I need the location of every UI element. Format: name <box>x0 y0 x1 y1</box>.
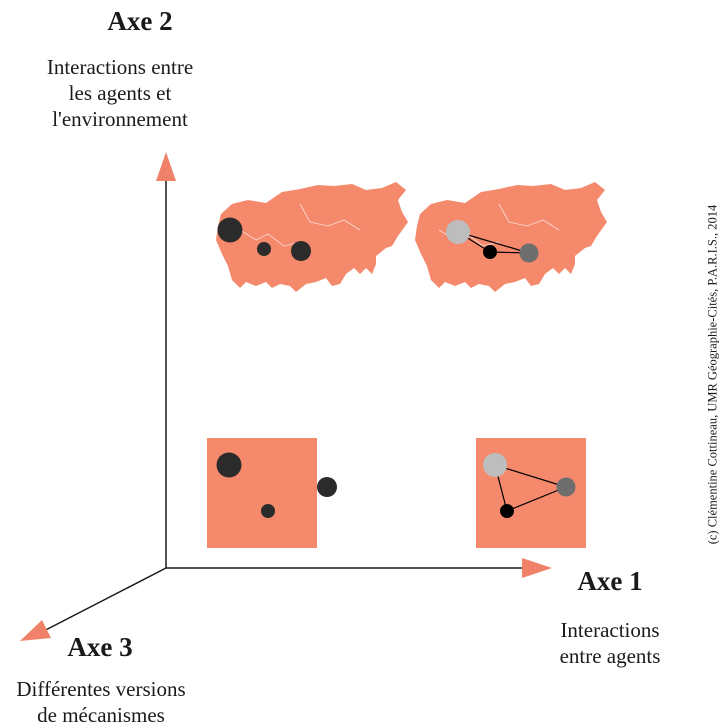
axis-2-description-line: l'environnement <box>52 107 188 131</box>
agent-small-black <box>500 504 514 518</box>
agent-small-dark <box>257 242 271 256</box>
interaction-link <box>506 486 567 512</box>
axis-1-title: Axe 1 <box>577 566 643 596</box>
agent-large-dark <box>216 452 242 478</box>
agent-small-black <box>483 245 497 259</box>
axis-2-description-line: les agents et <box>68 81 172 105</box>
agent-large-light <box>446 220 470 244</box>
axis-3-description-line: Différentes versions <box>16 677 186 701</box>
map-border-line <box>299 203 361 231</box>
axis-1-arrowhead <box>522 558 552 578</box>
agent-large-light <box>483 453 507 477</box>
axis-2-description: Interactions entre les agents et l'envir… <box>0 54 240 132</box>
axis-1-description-line: Interactions <box>560 618 660 642</box>
interaction-link <box>457 231 530 254</box>
axis-1-description: Interactions entre agents <box>520 617 700 669</box>
interaction-link <box>494 464 567 488</box>
agent-medium-grey <box>556 477 576 497</box>
map-border-line <box>239 229 301 247</box>
axis-2-description-line: Interactions entre <box>46 55 194 79</box>
axis-3-line <box>35 567 167 636</box>
square-panel-with-interaction <box>476 438 586 548</box>
square-panel-no-interaction <box>207 438 337 548</box>
map-panel-no-interaction <box>216 182 408 292</box>
territory-map-shape <box>415 182 607 292</box>
territory-map-shape <box>216 182 408 292</box>
axis-3-description: Différentes versions de mécanismes <box>0 676 202 728</box>
axis-1-description-line: entre agents <box>559 644 661 668</box>
agent-small-dark <box>261 504 275 518</box>
agent-medium-grey <box>519 243 539 263</box>
axis-3-title: Axe 3 <box>67 632 133 662</box>
agent-medium-dark <box>291 241 311 261</box>
map-panel-with-interaction <box>415 182 607 292</box>
axis-3-description-line: de mécanismes <box>37 703 165 727</box>
copyright-credit: (c) Clémentine Cottineau, UMR Géographie… <box>705 204 720 545</box>
axis-3-arrowhead <box>20 620 51 641</box>
agent-medium-dark <box>317 477 337 497</box>
axis-2-arrowhead <box>156 152 176 181</box>
axis-2-title: Axe 2 <box>107 6 173 36</box>
agent-large-dark <box>217 217 243 243</box>
map-border-line <box>498 203 560 231</box>
